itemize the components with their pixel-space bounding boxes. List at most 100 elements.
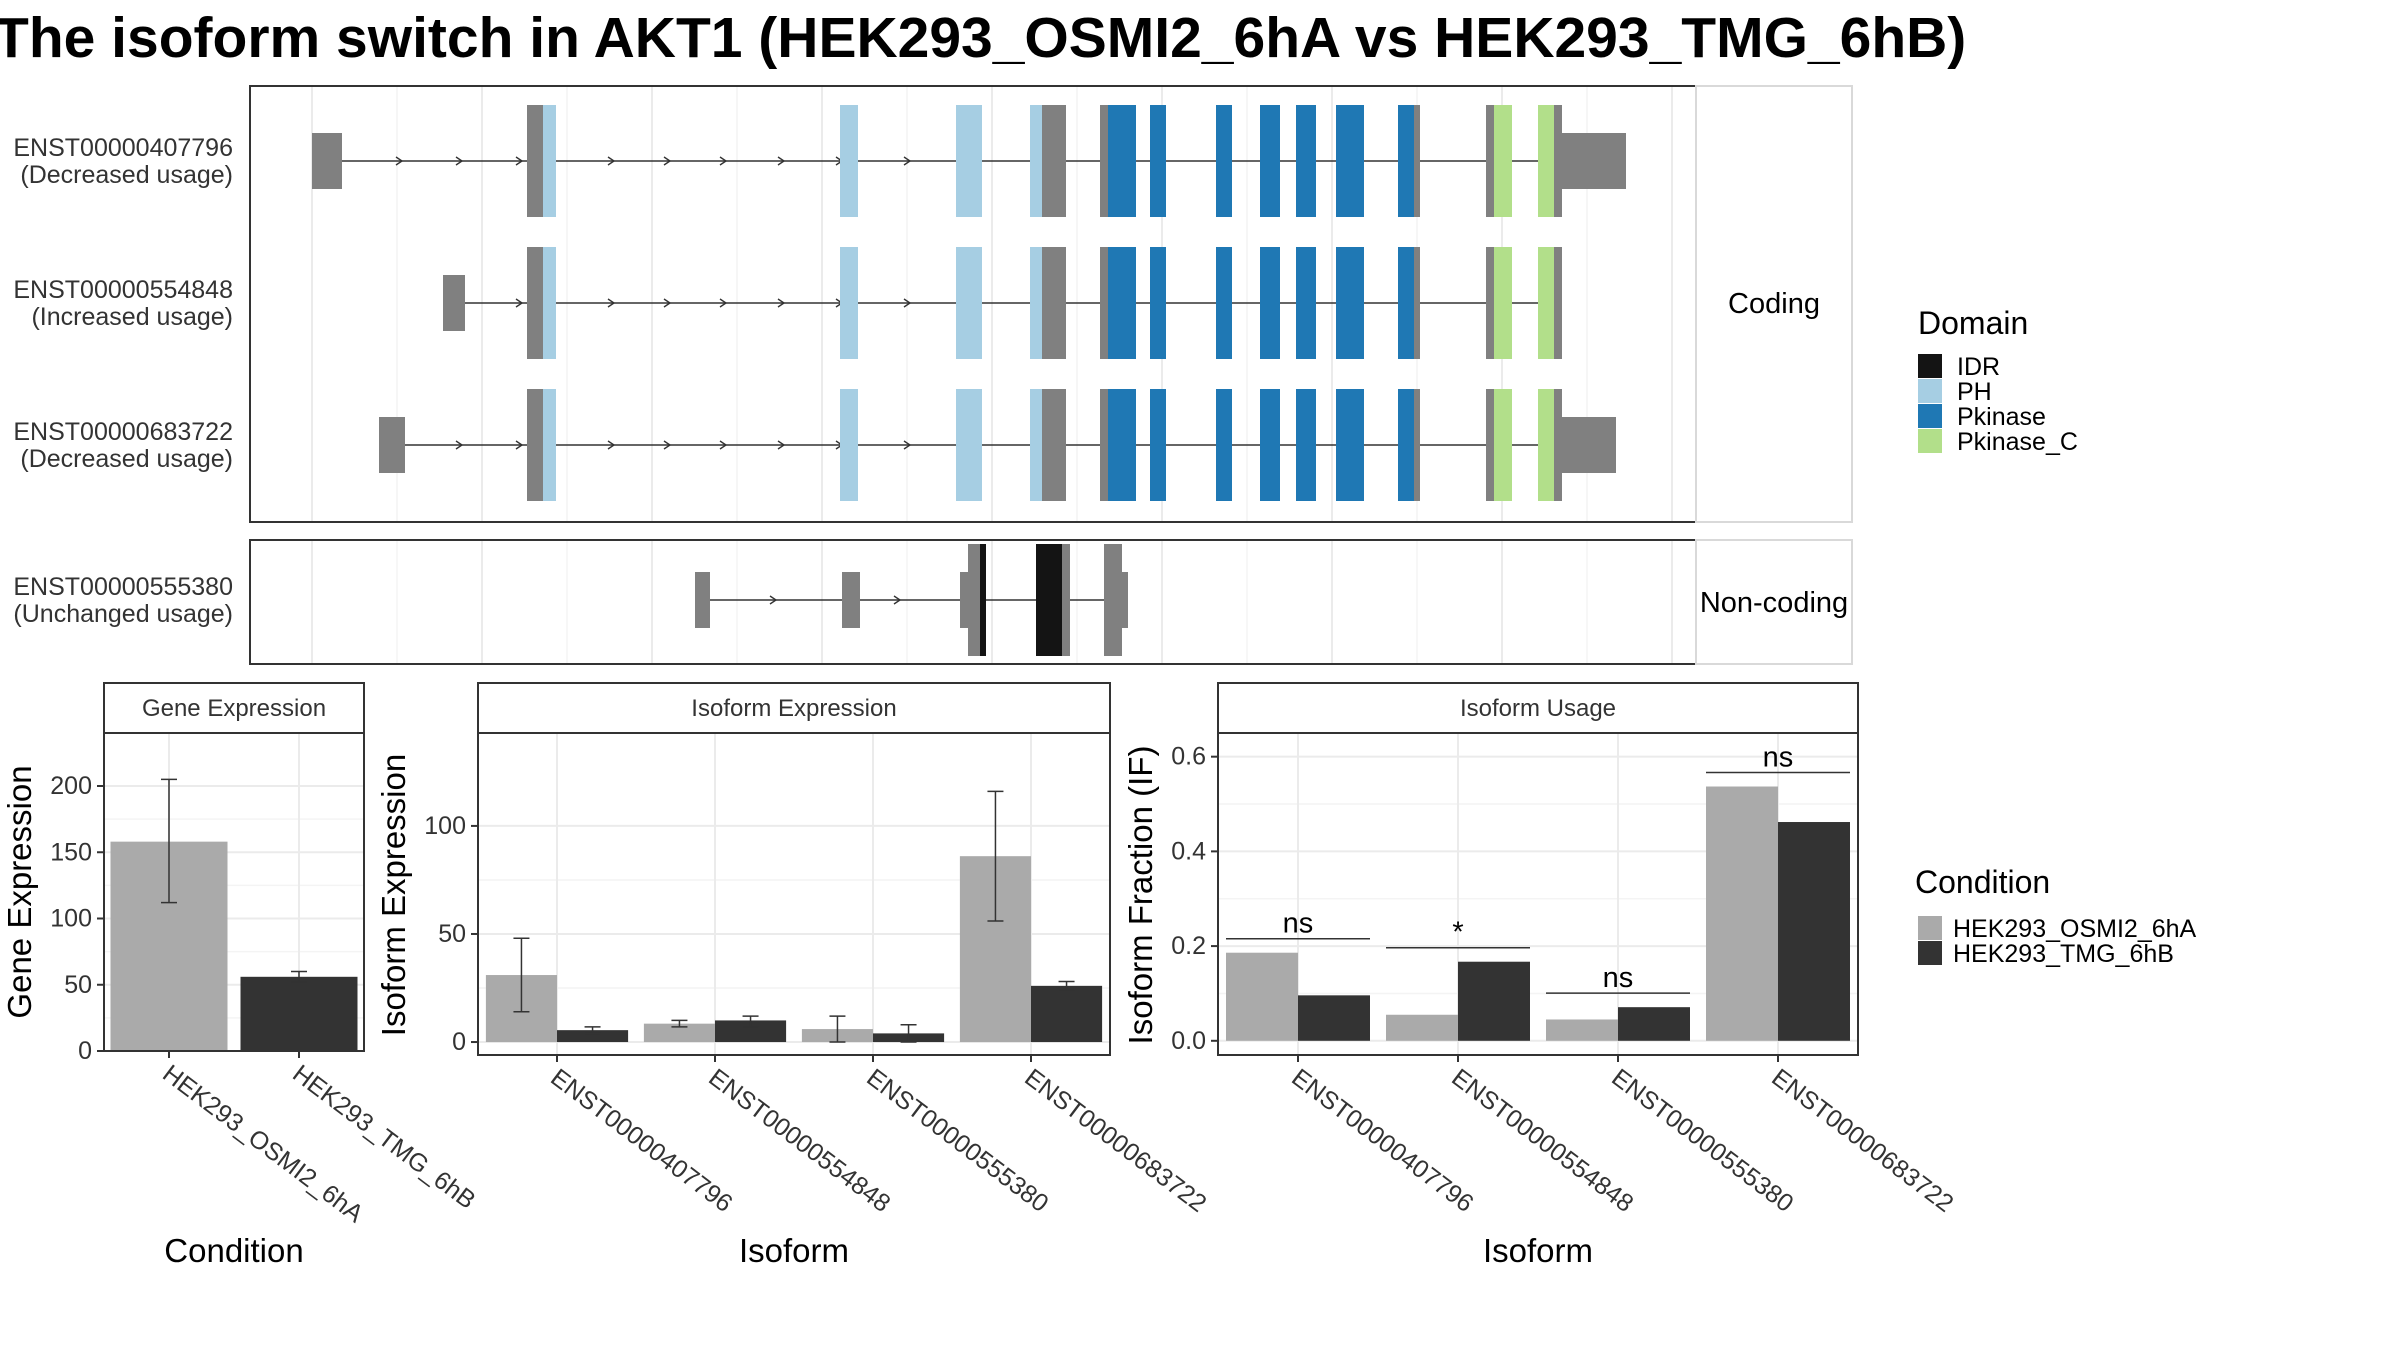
coding-exon — [527, 247, 548, 359]
coding-exon — [1100, 247, 1108, 359]
domain-pkinase-c — [1538, 105, 1554, 217]
transcript-id-label: ENST00000407796 — [13, 134, 233, 162]
y-tick-label: 0 — [452, 1028, 466, 1056]
transcript-usage-label: (Increased usage) — [31, 303, 233, 331]
intron-direction-arrow — [663, 298, 672, 308]
bar-hek293-osmi2-6ha-enst00000554848 — [643, 1023, 715, 1043]
domain-ph — [956, 247, 982, 359]
intron-direction-arrow — [777, 298, 786, 308]
coding-exon — [1414, 105, 1420, 217]
legend-swatch-idr — [1918, 354, 1942, 378]
bar-hek293-osmi2-6ha-enst00000407796 — [1226, 952, 1298, 1041]
domain-pkinase-c — [1538, 389, 1554, 501]
noncoding-exon — [695, 572, 710, 628]
domain-pkinase — [1336, 105, 1364, 217]
coding-exon — [1554, 105, 1562, 217]
domain-ph — [956, 389, 982, 501]
isoform-usage-frame — [1217, 732, 1859, 1056]
transcript-id-label: ENST00000554848 — [13, 276, 233, 304]
y-tick-label: 0.6 — [1171, 743, 1206, 771]
domain-pkinase — [1108, 247, 1136, 359]
domain-pkinase — [1260, 105, 1280, 217]
intron-direction-arrow — [719, 440, 728, 450]
significance-label: * — [1452, 917, 1463, 949]
bar-hek293-tmg-6hb-enst00000555380 — [1618, 1007, 1690, 1041]
transcript-enst00000554848 — [443, 247, 1562, 359]
domain-pkinase — [1296, 105, 1316, 217]
coding-exon — [1042, 389, 1066, 501]
domain-pkinase — [1216, 105, 1232, 217]
domain-ph — [840, 247, 858, 359]
noncoding-exon — [1104, 544, 1122, 656]
figure-title: The isoform switch in AKT1 (HEK293_OSMI2… — [0, 6, 1966, 70]
intron-direction-arrow — [515, 440, 524, 450]
isoform-usage-y-axis-label: Isoform Fraction (IF) — [1122, 746, 1159, 1045]
utr-exon — [379, 417, 405, 473]
bar-hek293-tmg-6hb-enst00000554848 — [715, 1020, 787, 1043]
utr-exon — [1562, 133, 1626, 189]
transcript-usage-label: (Unchanged usage) — [13, 600, 233, 628]
domain-pkinase — [1398, 247, 1414, 359]
domain-idr — [980, 544, 986, 656]
bar-hek293-tmg-6hb-enst00000554848 — [1458, 961, 1530, 1041]
y-tick-label: 200 — [50, 772, 92, 800]
isoform-expression-y-axis-label: Isoform Expression — [375, 754, 412, 1036]
domain-pkinase — [1336, 389, 1364, 501]
domain-pkinase — [1216, 247, 1232, 359]
coding-exon — [1042, 105, 1066, 217]
condition-legend: Condition HEK293_OSMI2_6hA HEK293_TMG_6h… — [1915, 864, 2197, 968]
bar-hek293-tmg-6hb-enst00000407796 — [1298, 995, 1370, 1041]
structure-panel-noncoding: Non-coding — [249, 539, 1853, 665]
error-bar — [671, 1019, 688, 1028]
significance-label: ns — [1763, 742, 1794, 774]
intron-direction-arrow — [903, 298, 912, 308]
domain-pkinase — [1150, 247, 1166, 359]
y-tick-label: 0 — [78, 1037, 92, 1065]
noncoding-strip — [1695, 539, 1853, 665]
noncoding-exon — [968, 544, 980, 656]
intron-direction-arrow — [607, 156, 616, 166]
isoform-usage-x-axis-label: Isoform — [1483, 1232, 1593, 1269]
domain-pkinase — [1108, 105, 1136, 217]
coding-exon — [1486, 389, 1494, 501]
intron-direction-arrow — [903, 156, 912, 166]
transcript-enst00000683722 — [379, 389, 1616, 501]
domain-ph — [840, 105, 858, 217]
domain-pkinase-c — [1494, 105, 1512, 217]
domain-ph — [1030, 389, 1042, 501]
bar-hek293-tmg-6hb-enst00000407796 — [557, 1030, 629, 1043]
condition-legend-title: Condition — [1915, 864, 2050, 900]
gene-expression-frame — [103, 732, 365, 1052]
error-bar — [829, 1015, 846, 1043]
transcript-usage-label: (Decreased usage) — [20, 445, 233, 473]
domain-ph — [840, 389, 858, 501]
intron-direction-arrow — [777, 440, 786, 450]
isoform-expression-strip — [477, 682, 1111, 734]
intron-direction-arrow — [455, 156, 464, 166]
error-bar — [513, 937, 530, 1013]
coding-exon — [1100, 105, 1108, 217]
legend-label-condition-b: HEK293_TMG_6hB — [1953, 940, 2174, 968]
domain-idr — [1036, 544, 1062, 656]
transcript-enst00000407796 — [312, 105, 1626, 217]
domain-pkinase — [1398, 389, 1414, 501]
y-tick-label: 0.4 — [1171, 837, 1206, 865]
isoform-expression-x-axis-label: Isoform — [739, 1232, 849, 1269]
y-tick-label: 0.0 — [1171, 1027, 1206, 1055]
isoform-expression-frame — [477, 732, 1111, 1056]
legend-swatch-pkinase-c — [1918, 429, 1942, 453]
domain-pkinase — [1398, 105, 1414, 217]
bar-hek293-osmi2-6ha-enst00000554848 — [1386, 1014, 1458, 1041]
y-tick-label: 50 — [438, 920, 466, 948]
error-bar — [161, 778, 177, 904]
coding-exon — [1554, 247, 1562, 359]
domain-pkinase — [1296, 247, 1316, 359]
intron-direction-arrow — [455, 440, 464, 450]
bar-hek293-tmg-6hb-enst00000683722 — [1031, 985, 1103, 1043]
domain-pkinase-c — [1494, 389, 1512, 501]
coding-strip — [1695, 85, 1853, 523]
legend-swatch-ph — [1918, 379, 1942, 403]
domain-ph — [543, 105, 556, 217]
intron-direction-arrow — [607, 440, 616, 450]
domain-legend-title: Domain — [1918, 305, 2028, 341]
